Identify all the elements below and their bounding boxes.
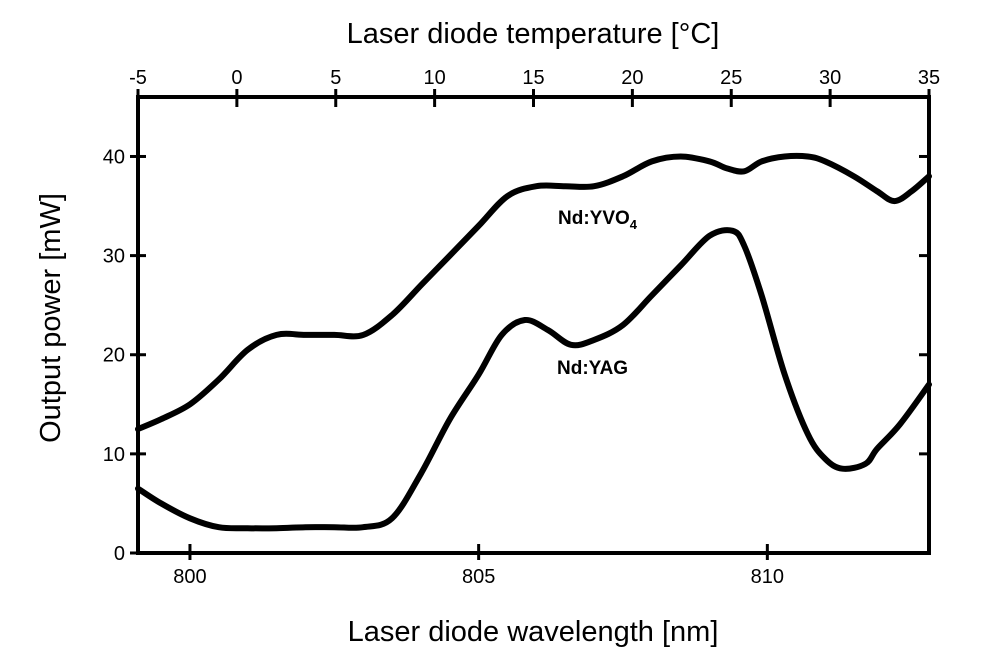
y-tick-label-0: 0	[114, 543, 125, 565]
series-label-ndyvo4: Nd:YVO4	[558, 208, 638, 232]
x2-tick-label-20: 20	[621, 67, 643, 89]
axis-ticks	[130, 89, 931, 560]
x-tick-label-800: 800	[173, 566, 206, 588]
series-line-ndyag	[135, 227, 932, 532]
data-curves	[135, 152, 932, 532]
x-axis-title: Laser diode wavelength [nm]	[348, 616, 719, 648]
x2-tick-label-25: 25	[720, 67, 742, 89]
x-tick-label-805: 805	[462, 566, 495, 588]
y-tick-label-40: 40	[103, 146, 125, 168]
x2-axis-title: Laser diode temperature [°C]	[347, 18, 720, 50]
series-line-ndyvo4	[135, 152, 932, 433]
x2-tick-label-5: 5	[330, 67, 341, 89]
x-tick-label-810: 810	[751, 566, 784, 588]
tick-labels: 800 805 810 -5 0 5 10 15 20 25 30 35 0 10 20 30 40	[103, 67, 940, 588]
y-tick-label-10: 10	[103, 444, 125, 466]
y-axis-title: Output power [mW]	[35, 193, 67, 443]
x2-tick-label-0: 0	[231, 67, 242, 89]
x2-tick-label-15: 15	[522, 67, 544, 89]
series-label-ndyag: Nd:YAG	[557, 358, 628, 379]
x2-tick-label-10: 10	[424, 67, 446, 89]
x2-tick-label-35: 35	[918, 67, 940, 89]
x2-tick-label--5: -5	[129, 67, 147, 89]
y-tick-label-20: 20	[103, 345, 125, 367]
y-tick-label-30: 30	[103, 246, 125, 268]
series-label-ndyvo4-subscript: 4	[630, 217, 638, 232]
x2-tick-label-30: 30	[819, 67, 841, 89]
series-label-ndyvo4-name: Nd:YVO	[558, 208, 630, 229]
